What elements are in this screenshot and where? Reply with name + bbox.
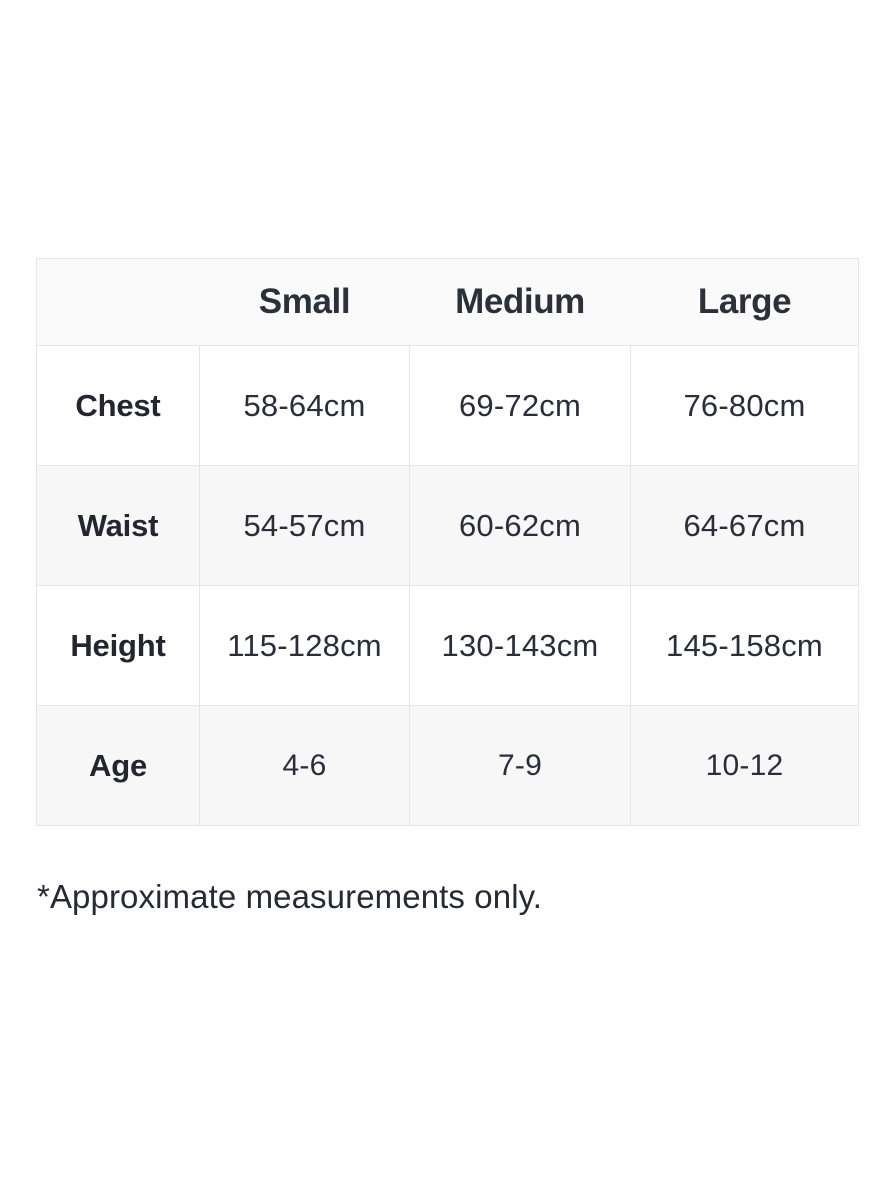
table-row-waist: Waist 54-57cm 60-62cm 64-67cm: [36, 465, 859, 586]
table-row-chest: Chest 58-64cm 69-72cm 76-80cm: [36, 345, 859, 466]
table-body: Chest 58-64cm 69-72cm 76-80cm Waist 54-5…: [36, 345, 859, 826]
row-label-chest: Chest: [36, 345, 200, 466]
column-header-blank: [36, 258, 200, 346]
cell-chest-small: 58-64cm: [199, 345, 410, 466]
table-row-age: Age 4-6 7-9 10-12: [36, 705, 859, 826]
row-label-waist: Waist: [36, 465, 200, 586]
row-label-age: Age: [36, 705, 200, 826]
size-chart-table: Small Medium Large Chest 58-64cm 69-72cm…: [36, 258, 859, 826]
row-label-height: Height: [36, 585, 200, 706]
table-row-height: Height 115-128cm 130-143cm 145-158cm: [36, 585, 859, 706]
cell-age-small: 4-6: [199, 705, 410, 826]
cell-age-large: 10-12: [630, 705, 859, 826]
cell-height-large: 145-158cm: [630, 585, 859, 706]
column-header-large: Large: [630, 258, 859, 346]
cell-chest-large: 76-80cm: [630, 345, 859, 466]
cell-chest-medium: 69-72cm: [409, 345, 631, 466]
table-header: Small Medium Large: [36, 258, 859, 346]
cell-height-medium: 130-143cm: [409, 585, 631, 706]
footnote-approximate-measurements: *Approximate measurements only.: [37, 878, 543, 915]
cell-height-small: 115-128cm: [199, 585, 410, 706]
column-header-medium: Medium: [409, 258, 631, 346]
cell-waist-large: 64-67cm: [630, 465, 859, 586]
cell-waist-small: 54-57cm: [199, 465, 410, 586]
table-header-row: Small Medium Large: [36, 258, 859, 346]
cell-waist-medium: 60-62cm: [409, 465, 631, 586]
column-header-small: Small: [199, 258, 410, 346]
cell-age-medium: 7-9: [409, 705, 631, 826]
